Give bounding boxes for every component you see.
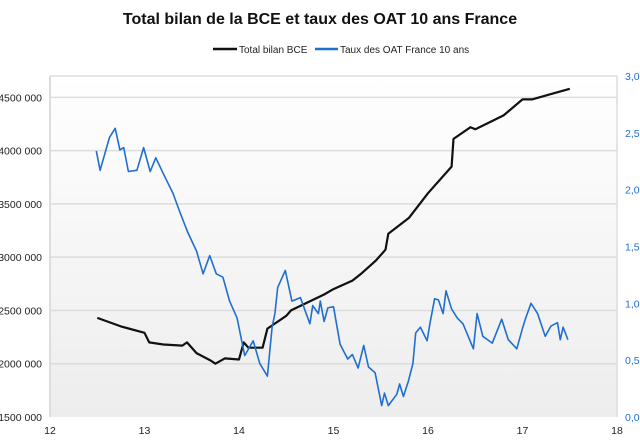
y-left-tick-label: 1500 000 (0, 412, 42, 424)
x-tick-label: 14 (233, 425, 245, 437)
y-right-tick-label: 2,0 (625, 185, 640, 197)
x-tick-label: 18 (611, 425, 623, 437)
y-left-tick-label: 4500 000 (0, 92, 42, 104)
y-left-tick-label: 3000 000 (0, 252, 42, 264)
y-right-tick-label: 2,5 (625, 128, 640, 140)
y-left-tick-label: 2500 000 (0, 305, 42, 317)
y-right-tick-label: 1,0 (625, 298, 640, 310)
x-tick-label: 15 (328, 425, 340, 437)
plot-area (50, 76, 617, 417)
legend: Total bilan BCE Taux des OAT France 10 a… (213, 45, 469, 56)
series-line-bilan-bce (96, 87, 571, 365)
x-tick-label: 13 (139, 425, 151, 437)
x-tick-label: 16 (422, 425, 434, 437)
y-left-tick-label: 3500 000 (0, 199, 42, 211)
legend-label-bce: Total bilan BCE (239, 45, 308, 56)
y-right-tick-label: 3,0 (625, 71, 640, 83)
y-right-tick-label: 1,5 (625, 242, 640, 254)
chart-title: Total bilan de la BCE et taux des OAT 10… (123, 11, 517, 28)
y-right-tick-label: 0,0 (625, 412, 640, 424)
x-tick-label: 17 (517, 425, 529, 437)
legend-label-oat: Taux des OAT France 10 ans (340, 45, 469, 56)
y-left-tick-label: 2000 000 (0, 359, 42, 371)
x-tick-label: 12 (44, 425, 56, 437)
series-line-oat-10-ans (95, 127, 569, 407)
y-left-tick-label: 4000 000 (0, 146, 42, 158)
y-right-tick-label: 0,5 (625, 355, 640, 367)
